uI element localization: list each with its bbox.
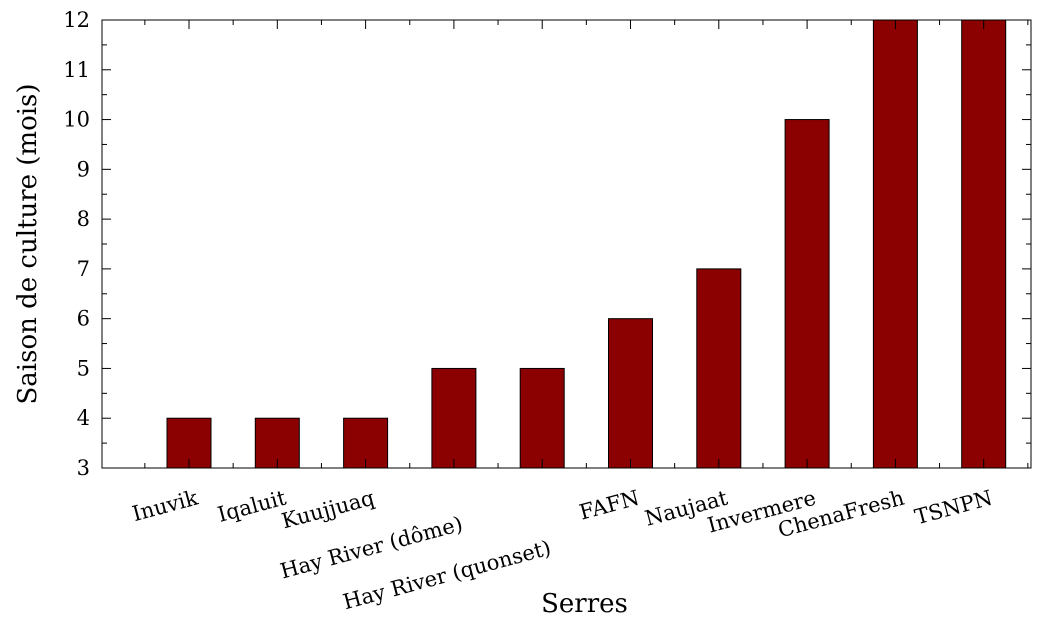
y-tick-label: 9 <box>77 157 90 181</box>
bar-fafn <box>608 318 653 469</box>
y-tick-label: 4 <box>77 406 90 430</box>
x-tick-label: Inuvik <box>130 486 201 527</box>
y-tick-label: 7 <box>77 257 90 281</box>
y-tick-label: 5 <box>77 356 90 380</box>
x-tick-label: Kuujjuaq <box>279 486 377 534</box>
y-tick-label: 3 <box>77 456 90 480</box>
x-axis-label: Serres <box>541 589 628 619</box>
bar-hay-river-d-me <box>431 367 477 469</box>
bar-kuujjuaq <box>343 417 389 469</box>
y-tick-labels: 3 4 5 6 7 8 9 10 11 12 <box>63 8 90 480</box>
y-tick-label: 8 <box>77 207 90 231</box>
x-tick-label: FAFN <box>577 486 642 525</box>
ticks-group <box>102 19 1031 469</box>
y-tick-label: 12 <box>63 8 90 32</box>
y-axis-label: Saison de culture (mois) <box>13 83 43 404</box>
y-tick-label: 11 <box>63 58 90 82</box>
y-tick-label: 10 <box>63 108 90 132</box>
bar-hay-river-quonset <box>519 367 565 469</box>
bar-tsnpn <box>961 19 1007 469</box>
bar-chenafresh <box>872 19 918 469</box>
bar-naujaat <box>696 268 742 469</box>
x-tick-label: Iqaluit <box>215 486 289 527</box>
x-tick-label: TSNPN <box>912 486 995 530</box>
y-tick-label: 6 <box>77 307 90 331</box>
bars-group <box>166 19 1007 469</box>
bar-invermere <box>784 119 830 469</box>
